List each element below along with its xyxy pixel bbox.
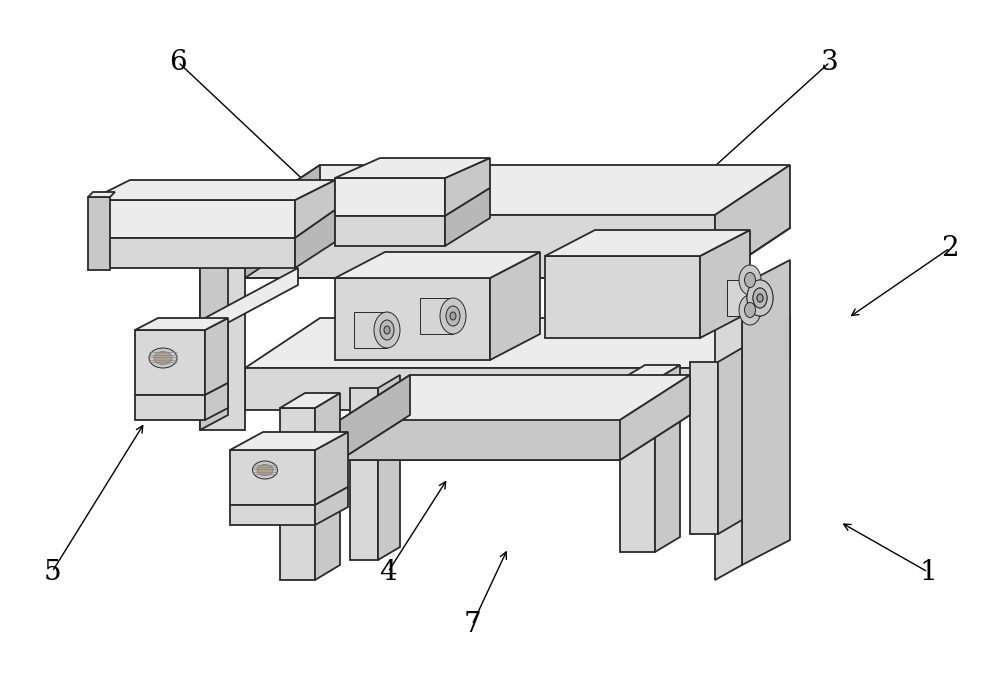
- Polygon shape: [335, 252, 540, 278]
- Polygon shape: [420, 298, 453, 334]
- Polygon shape: [230, 450, 315, 505]
- Polygon shape: [340, 420, 620, 460]
- Polygon shape: [715, 285, 742, 580]
- Ellipse shape: [149, 348, 177, 368]
- Polygon shape: [742, 260, 790, 565]
- Polygon shape: [90, 238, 295, 268]
- Polygon shape: [620, 365, 680, 380]
- Polygon shape: [445, 158, 490, 216]
- Ellipse shape: [753, 288, 767, 308]
- Ellipse shape: [154, 351, 172, 365]
- Ellipse shape: [440, 298, 466, 334]
- Polygon shape: [90, 180, 335, 200]
- Text: 4: 4: [379, 558, 397, 585]
- Polygon shape: [340, 375, 410, 460]
- Polygon shape: [690, 362, 718, 534]
- Polygon shape: [715, 318, 790, 410]
- Ellipse shape: [446, 306, 460, 326]
- Polygon shape: [335, 178, 445, 216]
- Ellipse shape: [744, 273, 756, 287]
- Ellipse shape: [757, 294, 763, 302]
- Polygon shape: [230, 432, 348, 450]
- Polygon shape: [230, 505, 315, 525]
- Polygon shape: [354, 312, 387, 348]
- Polygon shape: [245, 368, 715, 410]
- Polygon shape: [335, 158, 490, 178]
- Polygon shape: [340, 375, 690, 420]
- Polygon shape: [245, 165, 320, 278]
- Polygon shape: [315, 393, 340, 580]
- Text: 7: 7: [463, 611, 481, 638]
- Polygon shape: [245, 215, 715, 278]
- Text: 1: 1: [919, 558, 937, 585]
- Polygon shape: [280, 408, 315, 580]
- Polygon shape: [715, 165, 790, 278]
- Ellipse shape: [253, 461, 278, 479]
- Polygon shape: [718, 348, 742, 534]
- Ellipse shape: [380, 320, 394, 340]
- Ellipse shape: [744, 302, 756, 318]
- Polygon shape: [205, 383, 228, 420]
- Polygon shape: [315, 432, 348, 505]
- Polygon shape: [205, 318, 228, 395]
- Polygon shape: [90, 200, 295, 238]
- Polygon shape: [350, 388, 378, 560]
- Polygon shape: [445, 188, 490, 246]
- Ellipse shape: [739, 265, 761, 295]
- Polygon shape: [245, 318, 790, 368]
- Polygon shape: [340, 415, 690, 460]
- Ellipse shape: [257, 464, 273, 475]
- Polygon shape: [135, 395, 205, 420]
- Polygon shape: [378, 375, 400, 560]
- Polygon shape: [280, 393, 340, 408]
- Polygon shape: [200, 255, 228, 430]
- Polygon shape: [205, 268, 298, 335]
- Polygon shape: [88, 192, 115, 197]
- Ellipse shape: [384, 326, 390, 334]
- Polygon shape: [295, 210, 335, 268]
- Text: 2: 2: [941, 234, 959, 261]
- Polygon shape: [315, 487, 348, 525]
- Ellipse shape: [747, 280, 773, 316]
- Polygon shape: [727, 280, 760, 316]
- Polygon shape: [700, 230, 750, 338]
- Ellipse shape: [374, 312, 400, 348]
- Polygon shape: [88, 197, 110, 270]
- Polygon shape: [620, 375, 690, 460]
- Polygon shape: [200, 268, 245, 430]
- Text: 3: 3: [821, 49, 839, 75]
- Text: 5: 5: [43, 558, 61, 585]
- Ellipse shape: [757, 294, 763, 302]
- Text: 6: 6: [169, 49, 187, 75]
- Polygon shape: [135, 330, 205, 395]
- Polygon shape: [655, 365, 680, 552]
- Ellipse shape: [739, 295, 761, 325]
- Polygon shape: [335, 278, 490, 360]
- Polygon shape: [727, 280, 760, 316]
- Polygon shape: [490, 252, 540, 360]
- Polygon shape: [295, 180, 335, 238]
- Ellipse shape: [753, 288, 767, 308]
- Polygon shape: [620, 380, 655, 552]
- Ellipse shape: [450, 312, 456, 320]
- Ellipse shape: [747, 280, 773, 316]
- Polygon shape: [545, 256, 700, 338]
- Polygon shape: [245, 165, 790, 215]
- Polygon shape: [545, 230, 750, 256]
- Polygon shape: [335, 216, 445, 246]
- Polygon shape: [135, 318, 228, 330]
